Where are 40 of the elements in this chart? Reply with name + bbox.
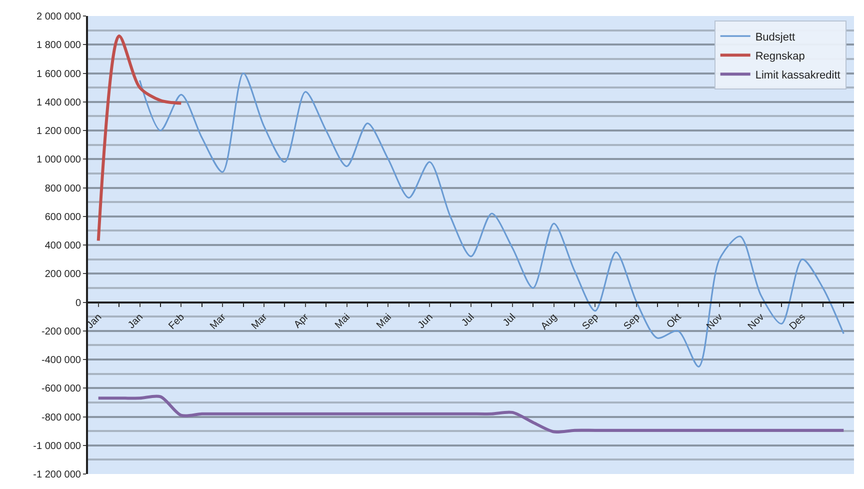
- x-tick-label: Aug: [539, 312, 560, 332]
- y-tick-label: 400 000: [44, 240, 82, 252]
- y-tick-label: 1 000 000: [36, 154, 82, 166]
- x-tick-label: Sep: [622, 312, 643, 332]
- line-series: [96, 394, 846, 434]
- y-tick-label: 2 000 000: [36, 12, 82, 22]
- y-tick-label: -400 000: [42, 355, 82, 366]
- x-tick-label: Mai: [333, 312, 352, 332]
- x-tick-label: Jul: [460, 312, 477, 329]
- y-tick-label: 1 400 000: [36, 97, 82, 108]
- x-tick-label: Mar: [208, 311, 229, 332]
- x-tick-label: Okt: [664, 312, 684, 331]
- y-tick-label: 1 600 000: [36, 68, 82, 80]
- line-series: [96, 34, 183, 242]
- x-tick-label: Mar: [250, 311, 270, 332]
- y-tick-label: -1 200 000: [33, 470, 82, 480]
- y-tick-label: 800 000: [44, 183, 82, 194]
- x-tick-label: Des: [788, 312, 808, 332]
- legend-label: Budsjett: [755, 31, 796, 44]
- y-tick-label: 1 200 000: [36, 126, 82, 137]
- x-tick-label: Sep: [580, 312, 602, 332]
- y-tick-label: 0: [75, 298, 82, 309]
- x-tick-label: Jul: [501, 312, 518, 329]
- x-tick-label: Jan: [126, 312, 146, 332]
- legend-label: Limit kassakreditt: [755, 69, 840, 82]
- y-tick-label: 1 800 000: [36, 40, 82, 52]
- x-tick-label: Apr: [292, 311, 312, 331]
- x-tick-label: Jun: [416, 312, 436, 332]
- x-tick-label: Nov: [746, 312, 766, 332]
- y-tick-label: -200 000: [42, 326, 82, 338]
- x-tick-label: Jan: [84, 312, 104, 332]
- x-tick-label: Nov: [704, 312, 726, 332]
- y-tick-label: -600 000: [42, 384, 82, 395]
- x-tick-label: Mai: [374, 312, 394, 332]
- y-tick-label: -800 000: [42, 412, 82, 424]
- legend-label: Regnskap: [755, 50, 805, 62]
- x-tick-label: Feb: [166, 312, 188, 332]
- y-tick-label: 200 000: [44, 269, 82, 280]
- y-tick-label: -1 000 000: [33, 440, 82, 452]
- y-tick-label: 600 000: [44, 212, 82, 223]
